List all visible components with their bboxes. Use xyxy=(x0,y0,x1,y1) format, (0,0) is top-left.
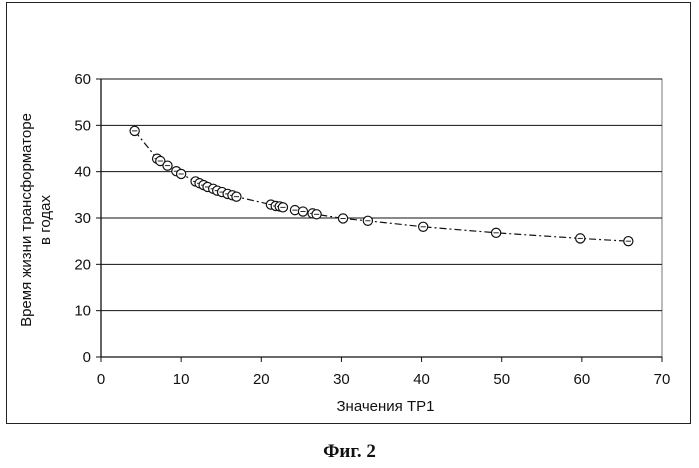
x-tick-label: 20 xyxy=(253,371,270,388)
x-tick-label: 50 xyxy=(493,371,510,388)
x-tick-label: 70 xyxy=(654,371,671,388)
y-axis-title-line-2: в годах xyxy=(37,195,54,245)
x-axis-title: Значения TP1 xyxy=(337,398,435,415)
y-tick-label: 30 xyxy=(74,210,91,227)
y-tick-label: 0 xyxy=(83,349,91,366)
figure-caption: Фиг. 2 xyxy=(0,441,699,463)
x-tick-label: 10 xyxy=(173,371,190,388)
y-tick-label: 50 xyxy=(74,117,91,134)
x-tick-label: 30 xyxy=(333,371,350,388)
y-axis-title-line-1: Время жизни трансформаторе xyxy=(18,113,35,327)
y-tick-label: 60 xyxy=(74,71,91,88)
scatter-chart: 0 10 20 30 40 50 60 0 10 20 30 40 50 60 70 Значения TP1… xyxy=(7,3,692,425)
y-tick-label: 10 xyxy=(74,303,91,320)
chart-frame: 0 10 20 30 40 50 60 0 10 20 30 40 50 60 70 Значения TP1… xyxy=(6,2,691,424)
x-tick-label: 0 xyxy=(97,371,105,388)
y-tick-label: 20 xyxy=(74,256,91,273)
x-tick-label: 40 xyxy=(413,371,430,388)
x-tick-label: 60 xyxy=(574,371,591,388)
y-tick-label: 40 xyxy=(74,164,91,181)
